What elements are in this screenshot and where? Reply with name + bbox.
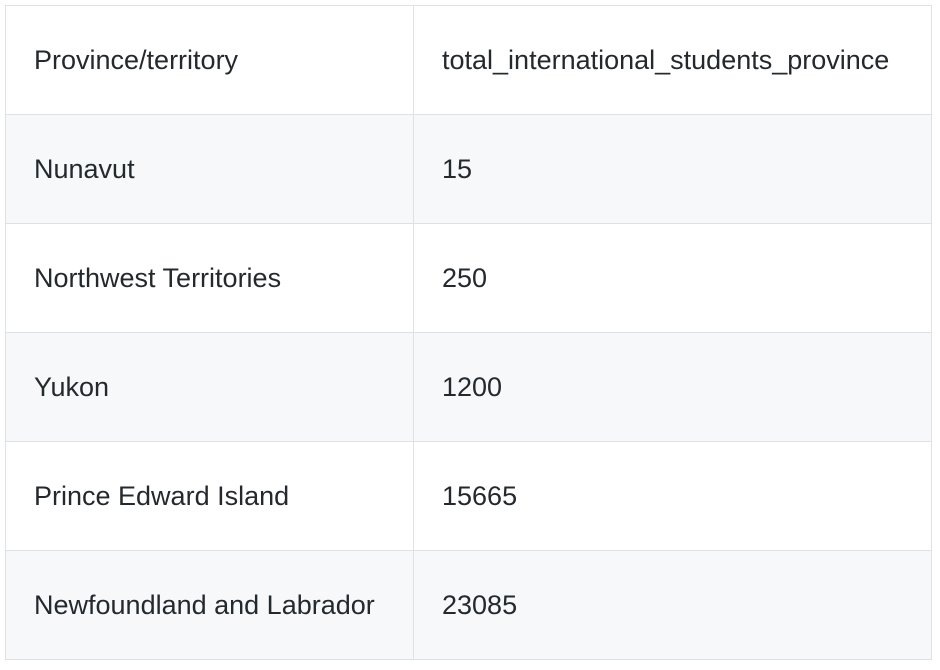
table-row: Prince Edward Island 15665 [5, 441, 932, 551]
cell-province: Northwest Territories [5, 223, 414, 333]
data-table-container: Province/territory total_international_s… [5, 5, 932, 660]
cell-province: Nunavut [5, 114, 414, 224]
table-row: Nunavut 15 [5, 114, 932, 224]
cell-total-students: 23085 [413, 550, 932, 660]
cell-total-students: 1200 [413, 332, 932, 442]
cell-province: Yukon [5, 332, 414, 442]
cell-total-students: 250 [413, 223, 932, 333]
column-header-total-students: total_international_students_province [413, 5, 932, 115]
cell-province: Prince Edward Island [5, 441, 414, 551]
data-table: Province/territory total_international_s… [5, 5, 932, 660]
cell-total-students: 15665 [413, 441, 932, 551]
column-header-province: Province/territory [5, 5, 414, 115]
table-row: Newfoundland and Labrador 23085 [5, 550, 932, 660]
table-row: Northwest Territories 250 [5, 223, 932, 333]
cell-total-students: 15 [413, 114, 932, 224]
cell-province: Newfoundland and Labrador [5, 550, 414, 660]
table-row: Yukon 1200 [5, 332, 932, 442]
table-header-row: Province/territory total_international_s… [5, 5, 932, 115]
